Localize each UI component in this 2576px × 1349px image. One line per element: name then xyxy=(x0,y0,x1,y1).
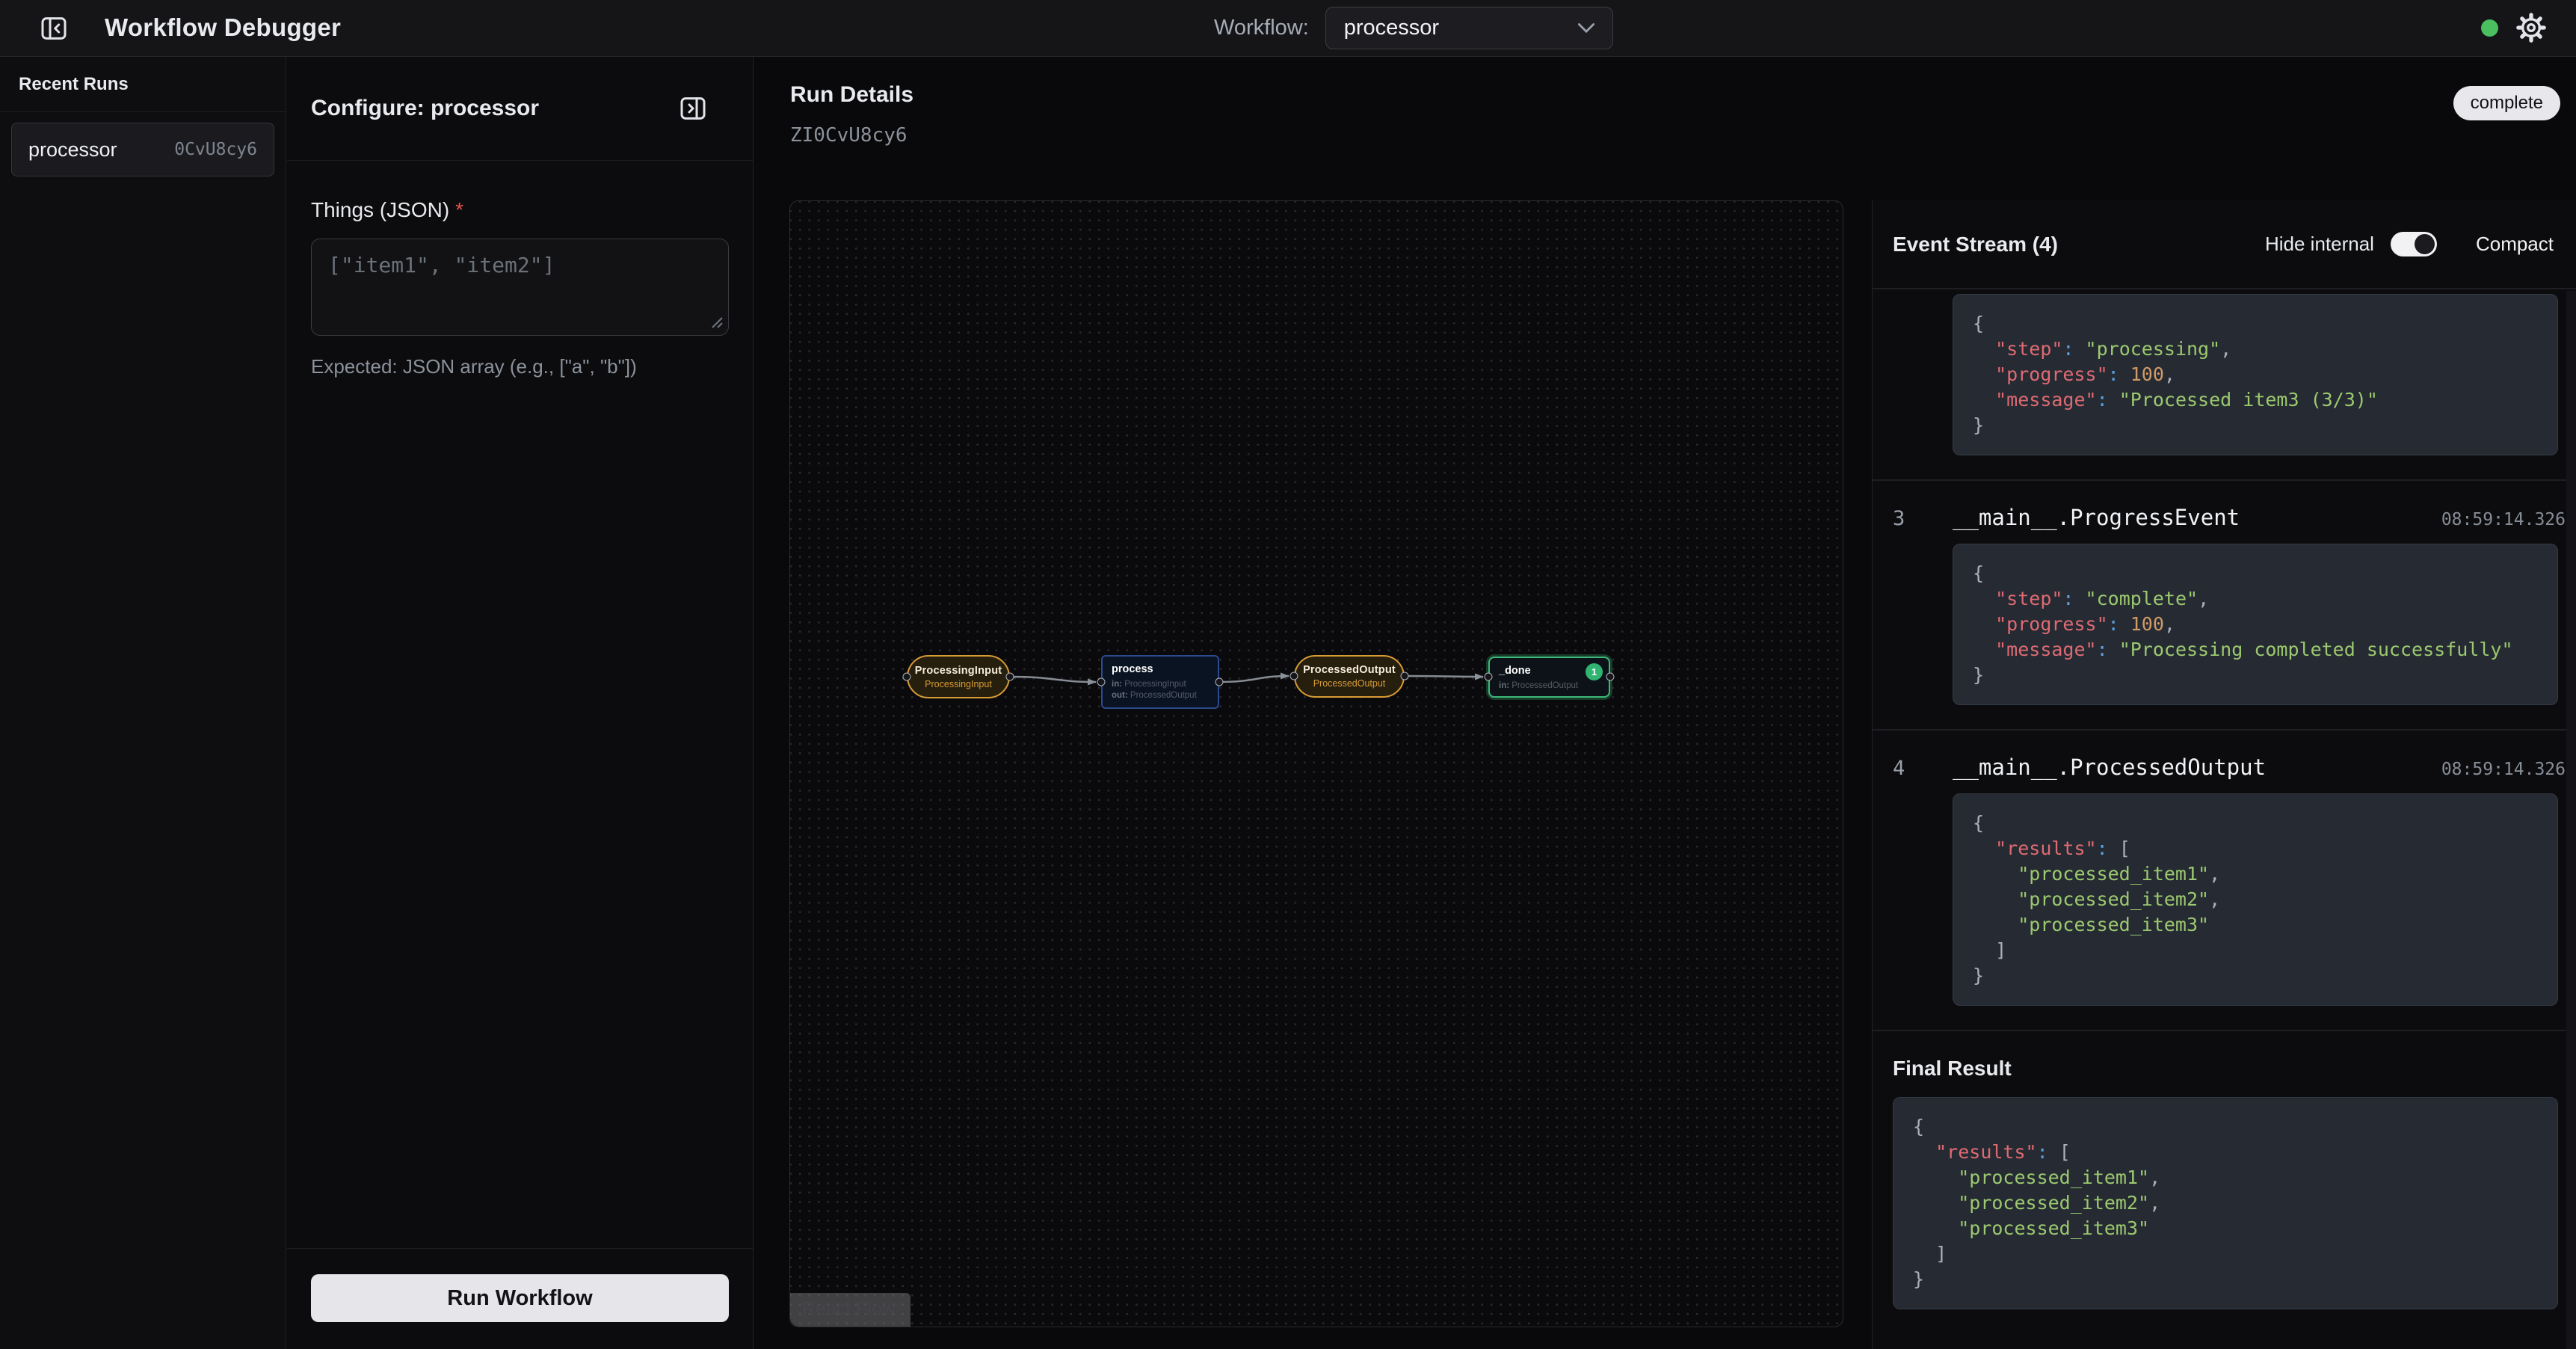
node-port xyxy=(1289,672,1298,680)
toggle-knob xyxy=(2414,234,2435,254)
recent-runs-title: Recent Runs xyxy=(0,57,286,112)
event-timestamp: 08:59:14.326 xyxy=(2441,510,2566,529)
graph-node-processedoutput[interactable]: ProcessedOutput ProcessedOutput xyxy=(1294,655,1405,698)
event-stream-title: Event Stream (4) xyxy=(1893,232,2058,256)
field-helper-text: Expected: JSON array (e.g., ["a", "b"]) xyxy=(311,355,637,378)
compact-button[interactable]: Compact xyxy=(2475,233,2554,255)
connection-status-dot xyxy=(2481,19,2498,37)
event-payload: { "step": "processing", "progress": 100,… xyxy=(1953,294,2558,455)
event-divider xyxy=(1873,479,2576,481)
node-port xyxy=(1484,672,1493,681)
event-stream-header: Event Stream (4) Hide internal Compact xyxy=(1873,200,2576,289)
node-run-count-badge: 1 xyxy=(1586,663,1603,680)
hide-internal-toggle[interactable] xyxy=(2390,232,2437,256)
app-title: Workflow Debugger xyxy=(105,13,342,41)
final-result-payload: { "results": [ "processed_item1", "proce… xyxy=(1893,1097,2558,1309)
top-bar: Workflow Debugger Workflow: processor xyxy=(0,0,2576,57)
event-list: { "step": "processing", "progress": 100,… xyxy=(1873,294,2576,1031)
workflow-graph-canvas[interactable]: ProcessingInput ProcessingInput process in:… xyxy=(789,200,1843,1327)
event-name: __main__.ProgressEvent xyxy=(1953,505,2240,530)
run-workflow-button[interactable]: Run Workflow xyxy=(311,1274,729,1322)
workflow-label: Workflow: xyxy=(1214,16,1309,40)
event-timestamp: 08:59:14.326 xyxy=(2441,760,2566,779)
things-json-input[interactable] xyxy=(311,239,729,336)
node-io-line: out: ProcessedOutput xyxy=(1112,691,1197,700)
node-title: _done xyxy=(1499,665,1531,677)
graph-node-done[interactable]: _done in: ProcessedOutput 1 xyxy=(1488,657,1610,698)
graph-layer: ProcessingInput ProcessingInput process in:… xyxy=(790,201,1843,1327)
workflow-select-value: processor xyxy=(1343,16,1440,40)
run-details-header: Run Details ZI0CvU8cy6 complete xyxy=(754,57,2576,200)
scrollbar-track[interactable] xyxy=(2566,291,2576,1349)
things-field-label: Things (JSON) * xyxy=(311,198,464,221)
configure-footer: Run Workflow xyxy=(287,1248,753,1349)
event-number: 4 xyxy=(1893,757,1905,780)
node-title: ProcessingInput xyxy=(914,664,1002,677)
final-result-section: Final Result { "results": [ "processed_i… xyxy=(1873,1057,2576,1309)
final-result-title: Final Result xyxy=(1893,1057,2012,1080)
node-io-line: in: ProcessedOutput xyxy=(1499,681,1579,690)
graph-node-process[interactable]: process in: ProcessingInput out: Processed… xyxy=(1101,655,1219,709)
node-subtitle: ProcessedOutput xyxy=(1313,678,1386,689)
workflow-select[interactable]: processor xyxy=(1325,7,1613,49)
status-badge: complete xyxy=(2453,86,2560,120)
graph-edges xyxy=(1009,672,1484,686)
event-stream-panel: Event Stream (4) Hide internal Compact {… xyxy=(1872,200,2576,1349)
section-divider xyxy=(1873,1030,2576,1031)
event-header: 3 __main__.ProgressEvent 08:59:14.326 xyxy=(1873,505,2576,530)
event-payload: { "step": "complete", "progress": 100, "… xyxy=(1953,544,2558,705)
event-stream-scroll-area[interactable]: { "step": "processing", "progress": 100,… xyxy=(1873,291,2576,1349)
react-flow-attribution[interactable]: React Flow xyxy=(790,1293,911,1327)
collapse-config-panel-icon[interactable] xyxy=(678,93,708,123)
run-details-id: ZI0CvU8cy6 xyxy=(790,124,908,147)
configure-form: Things (JSON)* Expected: JSON array (e.g… xyxy=(287,161,753,1248)
node-io-line: in: ProcessingInput xyxy=(1112,680,1186,689)
event-divider xyxy=(1873,729,2576,731)
node-subtitle: ProcessingInput xyxy=(925,678,992,689)
node-title: process xyxy=(1112,663,1153,675)
node-port xyxy=(1097,677,1106,686)
hide-internal-label: Hide internal xyxy=(2264,233,2374,255)
recent-run-item[interactable]: processor 0CvU8cy6 xyxy=(11,123,274,176)
chevron-down-icon xyxy=(1577,22,1594,33)
node-port xyxy=(1606,672,1615,681)
node-port xyxy=(1215,677,1224,686)
graph-node-processinginput[interactable]: ProcessingInput ProcessingInput xyxy=(907,655,1010,698)
event-name: __main__.ProcessedOutput xyxy=(1953,755,2267,780)
node-port xyxy=(1005,672,1014,681)
configure-panel: Configure: processor Things (JSON)* Expe… xyxy=(287,57,754,1349)
run-details-title: Run Details xyxy=(790,82,914,107)
configure-title: Configure: processor xyxy=(311,96,540,120)
event-payload: { "results": [ "processed_item1", "proce… xyxy=(1953,793,2558,1006)
node-title: ProcessedOutput xyxy=(1303,664,1396,676)
run-name: processor xyxy=(28,138,117,161)
workflow-selector-group: Workflow: processor xyxy=(1214,0,1613,56)
settings-gear-icon[interactable] xyxy=(2516,13,2546,43)
event-header: 4 __main__.ProcessedOutput 08:59:14.326 xyxy=(1873,755,2576,780)
node-port xyxy=(902,672,911,681)
recent-runs-sidebar: Recent Runs processor 0CvU8cy6 xyxy=(0,57,286,1349)
run-id: 0CvU8cy6 xyxy=(174,140,257,159)
configure-header: Configure: processor xyxy=(287,57,753,161)
node-port xyxy=(1400,672,1409,680)
event-number: 3 xyxy=(1893,507,1905,530)
required-asterisk: * xyxy=(455,198,464,221)
collapse-sidebar-icon[interactable] xyxy=(39,13,69,43)
